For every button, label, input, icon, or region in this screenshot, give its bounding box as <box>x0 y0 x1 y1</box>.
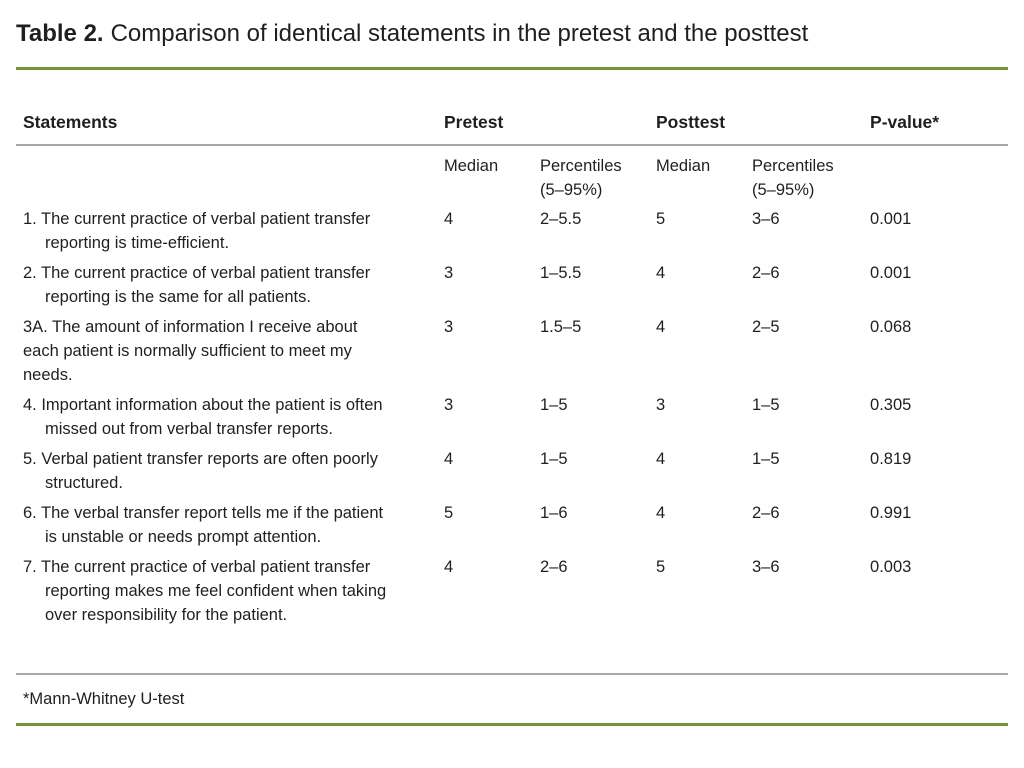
pretest-median-cell: 3 <box>444 318 454 336</box>
posttest-median-cell: 5 <box>656 210 666 228</box>
subheader-posttest-median: Median <box>656 157 711 175</box>
pretest-percentiles-cell: 1.5–5 <box>540 318 582 336</box>
posttest-percentiles-cell: 3–6 <box>752 210 780 228</box>
statement-cell: 2. The current practice of verbal patien… <box>23 264 371 306</box>
pretest-median-cell: 3 <box>444 396 454 414</box>
pretest-median-cell: 4 <box>444 210 454 228</box>
posttest-percentiles-cell: 2–6 <box>752 504 780 522</box>
table-body: 1. The current practice of verbal patien… <box>16 207 1008 633</box>
table-header: Statements Pretest Posttest P-value* Med… <box>16 70 1009 207</box>
table-row: 5. Verbal patient transfer reports are o… <box>16 447 1008 501</box>
p-value-cell: 0.819 <box>870 450 912 468</box>
p-value-cell: 0.991 <box>870 504 912 522</box>
posttest-percentiles-cell: 1–5 <box>752 396 780 414</box>
p-value-cell: 0.068 <box>870 318 912 336</box>
column-header-pretest: Pretest <box>444 70 656 146</box>
statement-cell: 1. The current practice of verbal patien… <box>23 210 371 252</box>
posttest-median-cell: 5 <box>656 558 666 576</box>
p-value-cell: 0.001 <box>870 264 912 282</box>
subheader-row: Median Percentiles (5–95%) Median Percen… <box>16 145 1008 207</box>
statement-cell: 3A. The amount of information I receive … <box>23 318 358 384</box>
pretest-percentiles-cell: 2–6 <box>540 558 568 576</box>
header-row: Statements Pretest Posttest P-value* <box>16 70 1009 146</box>
posttest-median-cell: 4 <box>656 318 666 336</box>
comparison-table: Statements Pretest Posttest P-value* Med… <box>16 70 1009 633</box>
p-value-cell: 0.001 <box>870 210 912 228</box>
pretest-median-cell: 4 <box>444 558 454 576</box>
table-footnote: *Mann-Whitney U-test <box>23 690 185 708</box>
statement-cell: 7. The current practice of verbal patien… <box>23 558 387 624</box>
bottom-accent-rule <box>16 723 1008 726</box>
pretest-median-cell: 4 <box>444 450 454 468</box>
subheader-empty-cell <box>870 145 1008 207</box>
posttest-percentiles-cell: 2–6 <box>752 264 780 282</box>
table-row: 1. The current practice of verbal patien… <box>16 207 1008 261</box>
column-header-p-value: P-value* <box>870 70 1009 146</box>
table-row: 7. The current practice of verbal patien… <box>16 555 1008 633</box>
posttest-percentiles-cell: 1–5 <box>752 450 780 468</box>
statement-cell: 4. Important information about the patie… <box>23 396 383 438</box>
pretest-percentiles-cell: 1–5 <box>540 450 568 468</box>
column-header-statements: Statements <box>16 70 444 146</box>
posttest-median-cell: 3 <box>656 396 666 414</box>
pretest-percentiles-cell: 1–6 <box>540 504 568 522</box>
subheader-empty-cell <box>16 145 444 207</box>
table-caption-text: Comparison of identical statements in th… <box>110 20 809 47</box>
posttest-percentiles-cell: 3–6 <box>752 558 780 576</box>
statement-cell: 6. The verbal transfer report tells me i… <box>23 504 384 546</box>
table-row: 6. The verbal transfer report tells me i… <box>16 501 1008 555</box>
pretest-median-cell: 5 <box>444 504 454 522</box>
table-caption: Table 2. Comparison of identical statemen… <box>16 17 1024 51</box>
posttest-median-cell: 4 <box>656 450 666 468</box>
table-row: 2. The current practice of verbal patien… <box>16 261 1008 315</box>
p-value-cell: 0.305 <box>870 396 912 414</box>
table-row: 4. Important information about the patie… <box>16 393 1008 447</box>
p-value-cell: 0.003 <box>870 558 912 576</box>
table-caption-label: Table 2. <box>16 20 104 47</box>
statement-cell: 5. Verbal patient transfer reports are o… <box>23 450 378 492</box>
pretest-median-cell: 3 <box>444 264 454 282</box>
posttest-median-cell: 4 <box>656 504 666 522</box>
pretest-percentiles-cell: 2–5.5 <box>540 210 582 228</box>
subheader-pretest-percentiles: Percentiles (5–95%) <box>540 157 622 199</box>
footer-divider-rule <box>16 673 1008 675</box>
table-row: 3A. The amount of information I receive … <box>16 315 1008 393</box>
subheader-posttest-percentiles: Percentiles (5–95%) <box>752 157 834 199</box>
subheader-pretest-median: Median <box>444 157 499 175</box>
table-page: Table 2. Comparison of identical statemen… <box>0 17 1024 726</box>
pretest-percentiles-cell: 1–5 <box>540 396 568 414</box>
top-accent-rule <box>16 67 1008 70</box>
posttest-percentiles-cell: 2–5 <box>752 318 780 336</box>
column-header-posttest: Posttest <box>656 70 871 146</box>
pretest-percentiles-cell: 1–5.5 <box>540 264 582 282</box>
posttest-median-cell: 4 <box>656 264 666 282</box>
